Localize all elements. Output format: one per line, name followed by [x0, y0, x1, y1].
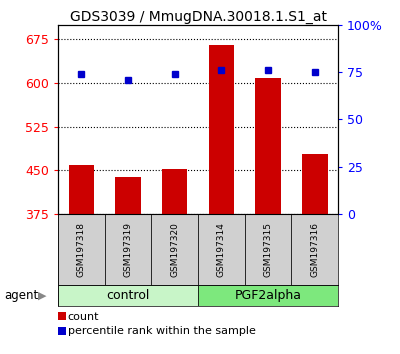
Text: GSM197316: GSM197316 — [310, 222, 319, 277]
Bar — [162, 169, 188, 214]
Text: agent: agent — [4, 289, 38, 302]
Title: GDS3039 / MmugDNA.30018.1.S1_at: GDS3039 / MmugDNA.30018.1.S1_at — [70, 10, 326, 24]
Bar — [198, 214, 245, 285]
Text: percentile rank within the sample: percentile rank within the sample — [68, 326, 256, 336]
Bar — [68, 165, 94, 214]
Bar — [58, 285, 198, 306]
Text: GSM197318: GSM197318 — [77, 222, 86, 277]
Text: control: control — [106, 289, 150, 302]
Bar — [255, 78, 281, 214]
Text: GSM197319: GSM197319 — [124, 222, 132, 277]
Bar — [115, 177, 141, 214]
Text: GSM197320: GSM197320 — [170, 222, 179, 277]
Text: PGF2alpha: PGF2alpha — [234, 289, 302, 302]
Bar — [291, 214, 338, 285]
Bar — [208, 45, 234, 214]
Bar — [245, 214, 291, 285]
Text: GSM197315: GSM197315 — [264, 222, 272, 277]
Bar — [58, 214, 105, 285]
Text: GSM197314: GSM197314 — [217, 222, 226, 277]
Bar — [105, 214, 151, 285]
Bar — [198, 285, 338, 306]
Text: count: count — [68, 312, 99, 322]
Text: ▶: ▶ — [38, 291, 47, 301]
Bar — [151, 214, 198, 285]
Bar — [302, 154, 328, 214]
